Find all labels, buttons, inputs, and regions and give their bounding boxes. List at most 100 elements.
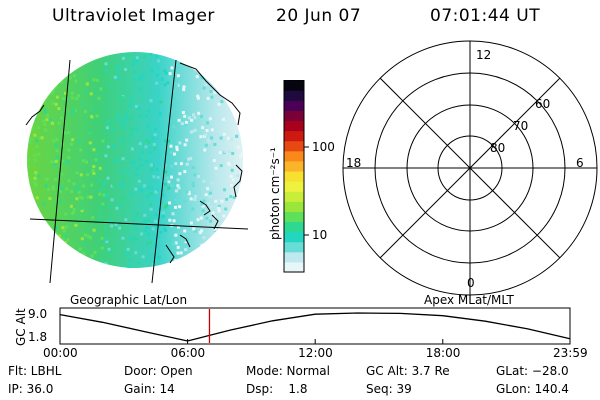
image-pixel [138,180,141,183]
image-pixel [99,167,102,170]
image-pixel [135,215,138,218]
image-pixel [215,174,218,177]
image-pixel [205,253,208,256]
image-pixel [65,187,68,190]
image-pixel [54,85,57,88]
image-pixel [218,103,221,106]
image-pixel [211,128,214,131]
timeline-ytick-min: 1.8 [28,330,47,344]
image-pixel [30,127,33,130]
image-pixel [184,143,187,146]
image-pixel [223,188,226,191]
image-pixel [133,70,136,73]
image-pixel [27,183,30,186]
image-pixel [237,146,240,149]
image-pixel [48,197,51,200]
image-pixel [180,251,183,254]
image-pixel [127,248,130,251]
image-pixel [196,75,199,78]
image-pixel [79,260,82,263]
timeline-x-tick-label: 23:59 [553,346,588,360]
image-pixel [36,196,39,199]
image-pixel [190,197,193,200]
mlt-label-12: 12 [476,48,491,62]
image-pixel [106,126,109,129]
image-pixel [29,99,32,102]
image-pixel [200,217,203,220]
image-pixel [62,97,65,100]
image-pixel [138,107,141,110]
image-pixel [55,160,58,163]
image-pixel [80,173,83,176]
image-pixel [120,139,123,142]
image-pixel [209,90,212,93]
image-pixel [222,259,225,262]
image-pixel [221,230,224,233]
image-pixel [96,154,99,157]
image-pixel [219,229,222,232]
image-pixel [62,244,65,247]
image-pixel [202,180,205,183]
image-pixel [92,172,95,175]
image-pixel [199,257,202,260]
colorbar [282,80,322,280]
colorbar-segment [284,100,304,111]
image-pixel [209,192,212,195]
image-pixel [104,238,107,241]
image-pixel [183,52,186,55]
image-pixel [139,77,142,80]
timeline-frame [60,308,570,344]
image-pixel [110,225,113,228]
image-pixel [122,226,125,229]
image-pixel [89,236,92,239]
image-pixel [34,118,37,121]
image-pixel [47,188,50,191]
image-pixel [219,244,222,247]
timeline-x-tick-label: 06:00 [171,346,206,360]
image-pixel [101,247,104,250]
image-pixel [94,265,97,268]
image-pixel [237,201,240,204]
image-pixel [147,110,150,113]
image-pixel [117,65,120,68]
image-pixel [213,143,216,146]
image-pixel [185,243,188,246]
image-pixel [192,184,195,187]
image-pixel [205,249,208,252]
image-pixel [216,260,219,263]
image-pixel [72,109,75,112]
image-pixel [210,206,213,209]
image-pixel [157,59,160,62]
image-pixel [172,125,175,128]
image-pixel [170,69,173,72]
info-gc-alt: GC Alt: 3.7 Re [366,364,450,378]
image-pixel [220,100,223,103]
image-pixel [60,69,63,72]
image-pixel [174,206,177,209]
image-pixel [49,234,52,237]
colorbar-segment [284,131,304,142]
image-pixel [45,73,48,76]
image-pixel [81,197,84,200]
colorbar-segment [284,80,304,91]
image-pixel [46,178,49,181]
image-pixel [202,200,205,203]
timeline-x-tick-label: 12:00 [298,346,333,360]
image-pixel [196,95,199,98]
image-pixel [223,150,226,153]
image-pixel [164,183,167,186]
image-pixel [168,202,171,205]
image-pixel [79,248,82,251]
image-pixel [69,54,72,57]
image-pixel [28,249,31,252]
image-pixel [52,262,55,265]
image-pixel [178,186,181,189]
image-pixel [221,233,224,236]
image-pixel [27,158,30,161]
image-pixel [210,60,213,63]
image-pixel [214,73,217,76]
colorbar-segment [284,110,304,121]
image-pixel [99,206,102,209]
image-pixel [225,250,228,253]
image-pixel [220,80,223,83]
